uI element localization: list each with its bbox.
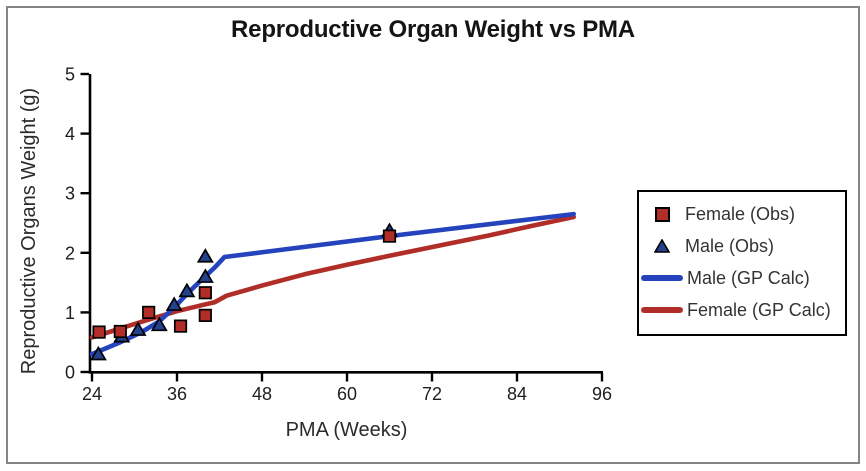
x-tick-label: 84 [507, 384, 527, 404]
female-obs-point [173, 319, 188, 333]
male-obs-point [129, 321, 147, 336]
male-obs-point [196, 268, 214, 283]
y-tick-label: 5 [65, 65, 75, 85]
male-obs-point [150, 316, 168, 332]
y-tick-label: 2 [65, 243, 75, 263]
legend-line-swatch-icon [639, 275, 687, 281]
x-tick-label: 60 [337, 384, 357, 404]
x-tick-label: 36 [167, 384, 187, 404]
legend-item-label: Female (GP Calc) [687, 299, 831, 320]
y-tick-label: 0 [65, 363, 75, 383]
y-tick-label: 1 [65, 303, 75, 323]
male-obs-point [196, 248, 214, 263]
chart-title: Reproductive Organ Weight vs PMA [231, 16, 635, 43]
legend-square-swatch-icon [639, 206, 685, 222]
x-tick-label: 24 [82, 384, 102, 404]
female-obs-point [198, 286, 212, 300]
x-tick-label: 96 [592, 384, 612, 404]
legend-item: Female (Obs) [639, 198, 845, 230]
female-obs-point [198, 308, 212, 322]
legend-line-swatch-icon [639, 307, 687, 313]
x-axis-label: PMA (Weeks) [285, 419, 408, 441]
legend: Female (Obs) Male (Obs) Male (GP Calc) Fema… [637, 190, 847, 336]
legend-triangle-swatch-icon [639, 239, 685, 253]
x-tick-label: 48 [252, 384, 272, 404]
male-obs-point [178, 282, 196, 298]
legend-item: Male (Obs) [639, 230, 845, 262]
male-gp-line [89, 211, 577, 357]
legend-item: Male (GP Calc) [639, 262, 845, 294]
x-tick-label: 72 [422, 384, 442, 404]
female-obs-point [382, 229, 397, 243]
female-gp-line [89, 214, 577, 340]
legend-item: Female (GP Calc) [639, 294, 845, 326]
female-obs-point [113, 324, 127, 339]
female-obs-point [142, 305, 156, 319]
legend-item-label: Male (Obs) [685, 235, 775, 256]
male-obs-point [165, 296, 183, 311]
y-tick-label: 4 [65, 124, 75, 144]
legend-item-label: Male (GP Calc) [687, 267, 810, 288]
legend-item-label: Female (Obs) [685, 203, 796, 224]
male-obs-point [89, 345, 107, 361]
y-tick-label: 3 [65, 184, 75, 204]
female-obs-point [92, 325, 106, 339]
